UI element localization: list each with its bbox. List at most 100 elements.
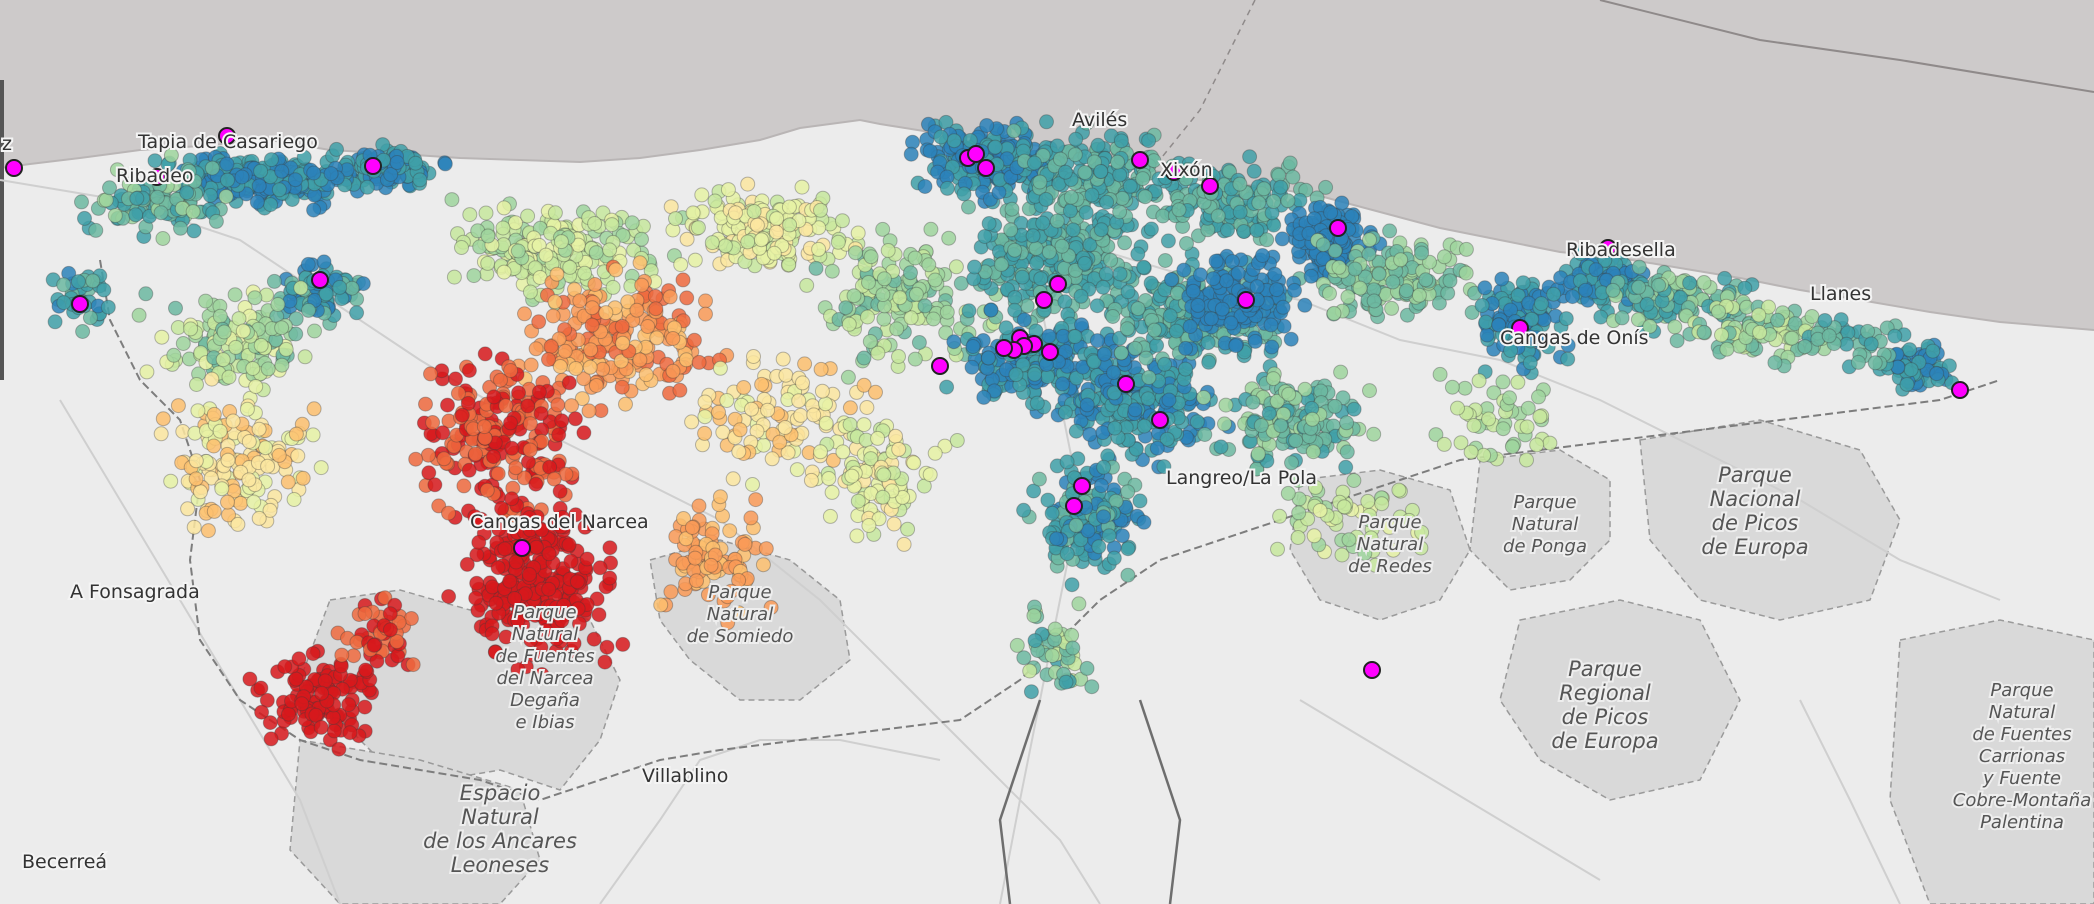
data-point bbox=[349, 305, 365, 321]
data-point bbox=[1334, 195, 1350, 211]
data-point bbox=[200, 523, 216, 539]
data-point bbox=[306, 202, 322, 218]
data-point bbox=[274, 163, 290, 179]
data-point bbox=[818, 396, 833, 412]
data-point bbox=[1007, 290, 1023, 305]
data-point bbox=[1054, 238, 1070, 254]
data-point bbox=[206, 503, 222, 519]
data-point bbox=[147, 153, 163, 169]
data-point bbox=[624, 215, 640, 231]
data-point bbox=[1016, 312, 1032, 328]
data-point bbox=[193, 484, 208, 500]
data-point bbox=[533, 406, 549, 422]
data-point bbox=[314, 685, 330, 701]
data-point bbox=[856, 417, 872, 433]
data-point bbox=[956, 186, 972, 202]
data-point bbox=[1223, 315, 1239, 331]
data-point bbox=[599, 639, 615, 655]
data-point bbox=[490, 466, 506, 482]
data-point bbox=[686, 332, 702, 348]
data-point bbox=[678, 352, 694, 368]
data-point bbox=[206, 406, 222, 422]
data-point bbox=[545, 308, 561, 324]
data-point bbox=[1059, 546, 1075, 562]
data-point bbox=[1287, 282, 1302, 298]
data-point bbox=[824, 263, 840, 279]
data-point bbox=[1068, 131, 1084, 147]
data-point bbox=[531, 314, 547, 330]
data-point bbox=[903, 265, 918, 281]
data-point bbox=[294, 696, 310, 712]
data-point bbox=[139, 364, 155, 380]
data-point bbox=[1210, 208, 1226, 224]
data-point bbox=[1067, 147, 1083, 163]
data-point bbox=[584, 300, 600, 316]
data-point bbox=[689, 573, 704, 589]
data-point bbox=[850, 493, 866, 509]
data-point bbox=[1362, 383, 1377, 399]
data-point bbox=[1366, 293, 1382, 309]
data-point bbox=[486, 449, 501, 465]
data-point bbox=[334, 647, 350, 663]
data-point bbox=[1106, 365, 1121, 380]
data-point bbox=[412, 172, 428, 188]
data-point bbox=[697, 394, 713, 410]
data-point bbox=[1220, 222, 1235, 238]
data-point bbox=[1044, 505, 1060, 521]
data-point bbox=[198, 293, 214, 309]
data-point bbox=[88, 222, 104, 238]
data-point bbox=[163, 147, 179, 163]
data-point bbox=[1057, 164, 1073, 180]
data-point bbox=[290, 448, 306, 464]
data-point bbox=[1346, 401, 1362, 417]
data-point bbox=[1138, 350, 1154, 366]
data-point bbox=[468, 590, 484, 606]
data-point bbox=[791, 393, 807, 409]
data-point bbox=[875, 489, 891, 505]
data-point bbox=[1366, 426, 1382, 442]
data-point bbox=[266, 273, 282, 289]
data-point bbox=[547, 294, 563, 310]
data-point bbox=[1352, 280, 1368, 296]
data-point bbox=[1113, 133, 1129, 149]
data-point bbox=[941, 230, 957, 246]
data-point bbox=[939, 379, 955, 395]
data-point bbox=[813, 202, 828, 218]
data-point bbox=[490, 560, 506, 576]
data-point bbox=[383, 167, 399, 182]
data-point bbox=[977, 229, 993, 244]
data-point bbox=[769, 211, 785, 227]
data-point bbox=[470, 602, 486, 618]
data-point bbox=[408, 155, 424, 171]
data-point bbox=[427, 477, 443, 493]
data-point bbox=[1149, 337, 1165, 353]
data-point bbox=[777, 420, 793, 435]
data-point bbox=[230, 516, 246, 532]
data-point bbox=[1384, 300, 1400, 316]
data-point bbox=[1242, 149, 1258, 165]
data-point bbox=[746, 349, 761, 364]
data-point bbox=[1249, 279, 1265, 295]
data-point bbox=[1176, 262, 1192, 278]
data-point bbox=[1178, 340, 1194, 356]
data-point bbox=[615, 335, 631, 351]
data-point bbox=[948, 259, 964, 275]
data-point bbox=[511, 385, 526, 401]
data-point bbox=[876, 467, 892, 483]
data-point bbox=[1157, 356, 1173, 372]
data-point bbox=[228, 339, 244, 355]
data-point bbox=[1273, 418, 1289, 434]
data-point bbox=[107, 208, 123, 223]
data-point bbox=[911, 335, 927, 350]
data-point bbox=[1160, 233, 1176, 249]
data-point bbox=[856, 350, 872, 366]
data-point bbox=[1140, 391, 1156, 407]
data-point bbox=[900, 521, 916, 537]
data-point bbox=[1026, 155, 1042, 171]
data-point bbox=[870, 430, 886, 446]
data-point bbox=[1096, 346, 1112, 362]
data-point bbox=[517, 306, 532, 322]
data-point bbox=[190, 403, 206, 419]
